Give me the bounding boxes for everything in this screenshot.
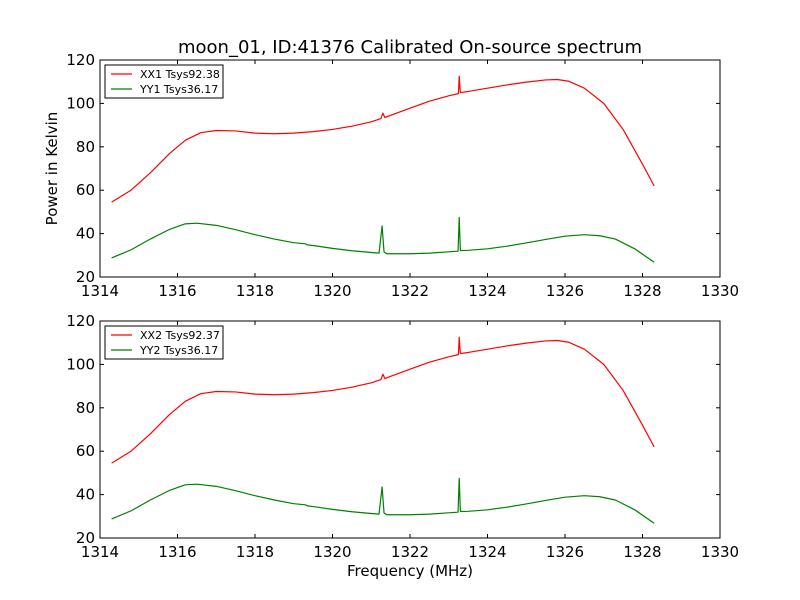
x-tick-label: 1322: [391, 543, 429, 561]
y-tick-label: 80: [76, 399, 95, 417]
legend: XX2 Tsys92.37 YY2 Tsys36.17: [104, 325, 224, 360]
x-tick-label: 1320: [313, 543, 351, 561]
legend-label: YY2 Tsys36.17: [139, 344, 218, 357]
legend-label: XX2 Tsys92.37: [140, 329, 220, 342]
legend-box: [104, 325, 224, 360]
legend-label: XX1 Tsys92.38: [140, 68, 220, 81]
legend-box: [104, 64, 224, 99]
x-tick-label: 1324: [468, 543, 506, 561]
x-tick-label: 1324: [468, 282, 506, 300]
y-tick-label: 120: [66, 312, 95, 330]
x-tick-label: 1320: [313, 282, 351, 300]
x-tick-label: 1326: [546, 543, 584, 561]
subplot-2: 1314 1316 1318 1320 1322 1324 1326 1328 1330 20 40…: [66, 312, 739, 580]
x-tick-label: 1318: [236, 543, 274, 561]
y-tick-label: 100: [66, 94, 95, 112]
y-tick-label: 60: [76, 181, 95, 199]
subplot-1: 1314 1316 1318 1320 1322 1324 1326 1328 1330 20 40…: [43, 51, 739, 300]
x-tick-label: 1316: [158, 543, 196, 561]
x-tick-label: 1328: [623, 282, 661, 300]
y-tick-label: 120: [66, 51, 95, 69]
y-tick-label: 80: [76, 138, 95, 156]
legend: XX1 Tsys92.38 YY1 Tsys36.17: [104, 64, 224, 99]
x-axis-label: Frequency (MHz): [347, 562, 473, 580]
y-tick-label: 40: [76, 486, 95, 504]
series-line-xx1: [111, 75, 655, 203]
y-tick-label: 40: [76, 225, 95, 243]
figure-title: moon_01, ID:41376 Calibrated On-source s…: [178, 37, 642, 58]
x-tick-label: 1314: [81, 282, 119, 300]
legend-label: YY1 Tsys36.17: [139, 83, 218, 96]
series-line-yy1: [111, 216, 655, 263]
y-tick-label: 60: [76, 442, 95, 460]
x-tick-label: 1326: [546, 282, 584, 300]
x-tick-label: 1318: [236, 282, 274, 300]
y-tick-label: 20: [76, 529, 95, 547]
series-line-yy2: [111, 477, 655, 524]
x-tick-label: 1328: [623, 543, 661, 561]
y-tick-label: 100: [66, 355, 95, 373]
x-tick-label: 1314: [81, 543, 119, 561]
x-tick-label: 1322: [391, 282, 429, 300]
y-axis-label: Power in Kelvin: [43, 112, 61, 226]
x-tick-label: 1316: [158, 282, 196, 300]
subplots: 1314 1316 1318 1320 1322 1324 1326 1328 1330 20 40…: [43, 51, 739, 580]
x-tick-label: 1330: [701, 282, 739, 300]
x-tick-label: 1330: [701, 543, 739, 561]
y-tick-label: 20: [76, 268, 95, 286]
series-line-xx2: [111, 336, 655, 464]
